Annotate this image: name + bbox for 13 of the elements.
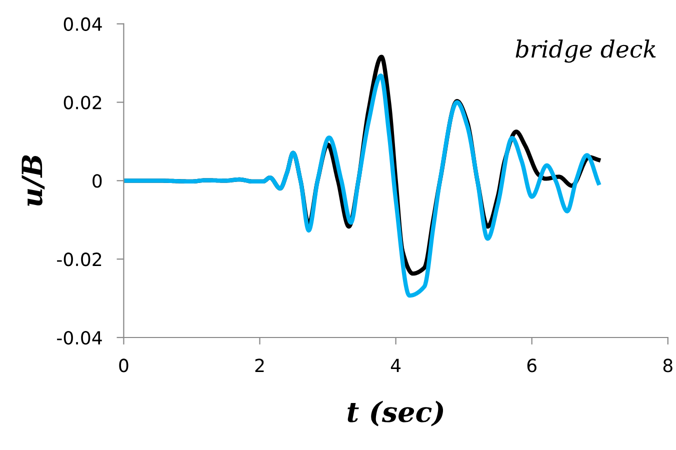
y-tick-label: -0.04: [57, 330, 102, 345]
x-axis-title: t (sec): [348, 400, 443, 426]
x-tick-label: 2: [255, 358, 264, 372]
x-tick-label: 4: [390, 358, 401, 372]
y-tick-label: 0.02: [64, 96, 102, 110]
x-tick-label: 0: [119, 358, 128, 372]
y-tick-label: 0.04: [64, 17, 102, 31]
annotation: bridge deck: [516, 40, 656, 63]
x-tick-label: 6: [527, 358, 536, 372]
x-tick-label: 8: [663, 358, 672, 372]
y-tick-label: -0.02: [57, 252, 102, 266]
y-tick-label: 0: [92, 174, 102, 188]
y-axis-title: u/B: [22, 155, 45, 206]
